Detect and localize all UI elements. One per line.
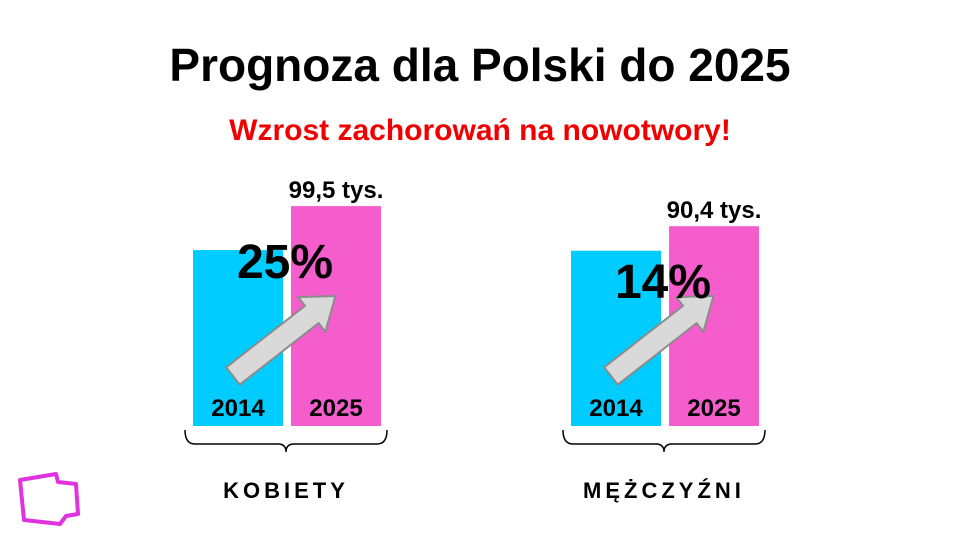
category-label: 2025 [687,395,740,422]
group-label: MĘŻCZYŹNI [583,478,745,503]
growth-arrow-icon [602,294,715,387]
page-subtitle: Wzrost zachorowań na nowotwory! [229,114,731,147]
category-label: 2014 [589,395,643,422]
category-label: 2014 [211,395,265,422]
group-brace [184,429,388,453]
pl-outline-logo-icon [18,472,80,526]
category-label: 2025 [309,395,362,422]
growth-arrow-icon [224,294,337,387]
value-label: 90,4 tys. [667,197,762,224]
group-brace [562,429,766,453]
page-title: Prognoza dla Polski do 2025 [169,39,791,91]
change-label: 25% [237,236,333,289]
growth-arrow-shape [602,294,715,387]
value-label: 99,5 tys. [289,177,384,204]
change-label: 14% [615,256,711,309]
group-label: KOBIETY [223,478,349,503]
growth-arrow-shape [224,294,337,387]
